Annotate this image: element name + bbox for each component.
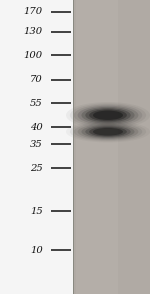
Ellipse shape: [89, 109, 127, 121]
Text: 25: 25: [30, 164, 43, 173]
Ellipse shape: [78, 124, 138, 139]
Bar: [0, 0, 73, 294]
Ellipse shape: [85, 108, 131, 122]
Text: 35: 35: [30, 140, 43, 148]
Ellipse shape: [78, 106, 138, 125]
Ellipse shape: [85, 126, 131, 138]
Text: 15: 15: [30, 207, 43, 216]
Text: 55: 55: [30, 99, 43, 108]
Ellipse shape: [89, 127, 127, 136]
Bar: [76, 0, 118, 294]
Text: 10: 10: [30, 246, 43, 255]
Ellipse shape: [93, 128, 123, 136]
Ellipse shape: [70, 103, 146, 127]
Text: 40: 40: [30, 123, 43, 131]
Ellipse shape: [81, 107, 135, 123]
Ellipse shape: [74, 123, 142, 141]
Text: 130: 130: [24, 27, 43, 36]
Text: 70: 70: [30, 76, 43, 84]
Ellipse shape: [74, 104, 142, 126]
Ellipse shape: [81, 125, 135, 138]
Bar: [73, 0, 150, 294]
Ellipse shape: [70, 122, 146, 141]
Text: 170: 170: [24, 7, 43, 16]
Ellipse shape: [93, 111, 123, 120]
Text: 100: 100: [24, 51, 43, 60]
